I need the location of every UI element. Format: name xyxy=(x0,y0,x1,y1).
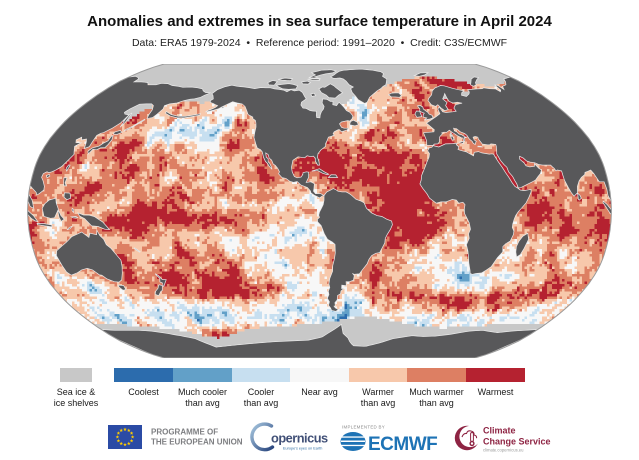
svg-text:IMPLEMENTED BY: IMPLEMENTED BY xyxy=(342,425,385,430)
svg-text:PROGRAMME OF: PROGRAMME OF xyxy=(151,428,218,437)
svg-text:opernicus: opernicus xyxy=(271,431,328,446)
svg-text:climate.copernicus.eu: climate.copernicus.eu xyxy=(483,448,524,453)
svg-text:Europe's eyes on Earth: Europe's eyes on Earth xyxy=(283,447,322,451)
svg-text:Climate: Climate xyxy=(483,426,516,436)
svg-text:THE EUROPEAN UNION: THE EUROPEAN UNION xyxy=(151,438,243,447)
svg-text:ECMWF: ECMWF xyxy=(368,434,437,455)
svg-text:Change Service: Change Service xyxy=(483,437,551,447)
